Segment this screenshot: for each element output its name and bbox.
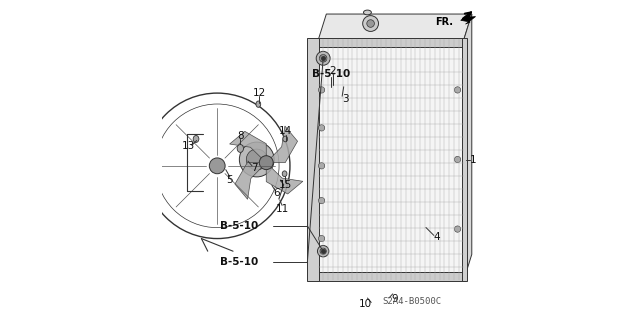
Text: 8: 8 <box>237 131 244 141</box>
Polygon shape <box>230 131 266 163</box>
Text: B-5-10: B-5-10 <box>220 221 259 231</box>
Text: 5: 5 <box>227 175 233 185</box>
FancyBboxPatch shape <box>462 38 467 281</box>
Ellipse shape <box>193 136 199 142</box>
Circle shape <box>319 55 327 62</box>
Text: B-5-10: B-5-10 <box>220 257 259 267</box>
Text: 15: 15 <box>278 180 292 190</box>
Circle shape <box>259 156 273 170</box>
Text: 14: 14 <box>279 126 292 136</box>
Text: FR.: FR. <box>435 17 453 27</box>
Polygon shape <box>266 126 298 163</box>
Ellipse shape <box>283 136 287 142</box>
Circle shape <box>363 16 378 32</box>
Circle shape <box>454 156 461 163</box>
Polygon shape <box>266 163 303 194</box>
Circle shape <box>454 87 461 93</box>
Ellipse shape <box>256 101 260 107</box>
Polygon shape <box>235 163 266 199</box>
Text: 12: 12 <box>252 88 266 98</box>
Circle shape <box>320 248 326 254</box>
Text: 4: 4 <box>434 232 440 242</box>
Circle shape <box>239 142 274 177</box>
Circle shape <box>319 163 324 169</box>
Text: 11: 11 <box>275 204 289 213</box>
Ellipse shape <box>364 10 371 15</box>
FancyBboxPatch shape <box>319 46 464 280</box>
Circle shape <box>367 20 374 27</box>
Circle shape <box>319 125 324 131</box>
Polygon shape <box>319 14 472 39</box>
Text: 3: 3 <box>342 94 349 104</box>
FancyBboxPatch shape <box>307 38 319 281</box>
Polygon shape <box>464 14 472 280</box>
Circle shape <box>319 87 324 93</box>
Ellipse shape <box>282 171 287 177</box>
Text: 7: 7 <box>252 163 258 173</box>
Ellipse shape <box>237 145 243 152</box>
Text: 13: 13 <box>182 141 195 151</box>
Polygon shape <box>461 11 476 24</box>
Text: 1: 1 <box>470 154 477 165</box>
Text: S2A4-B0500C: S2A4-B0500C <box>382 297 441 306</box>
FancyBboxPatch shape <box>317 272 465 281</box>
Circle shape <box>209 158 225 174</box>
Text: 6: 6 <box>274 188 280 198</box>
Text: 2: 2 <box>330 66 336 76</box>
Circle shape <box>454 226 461 232</box>
Text: 9: 9 <box>391 294 398 304</box>
FancyBboxPatch shape <box>317 38 465 47</box>
Circle shape <box>317 246 329 257</box>
Text: B-5-10: B-5-10 <box>312 69 350 79</box>
Circle shape <box>316 51 330 65</box>
Text: 10: 10 <box>359 299 372 309</box>
Circle shape <box>246 149 267 170</box>
Circle shape <box>319 197 324 204</box>
Circle shape <box>319 235 324 242</box>
